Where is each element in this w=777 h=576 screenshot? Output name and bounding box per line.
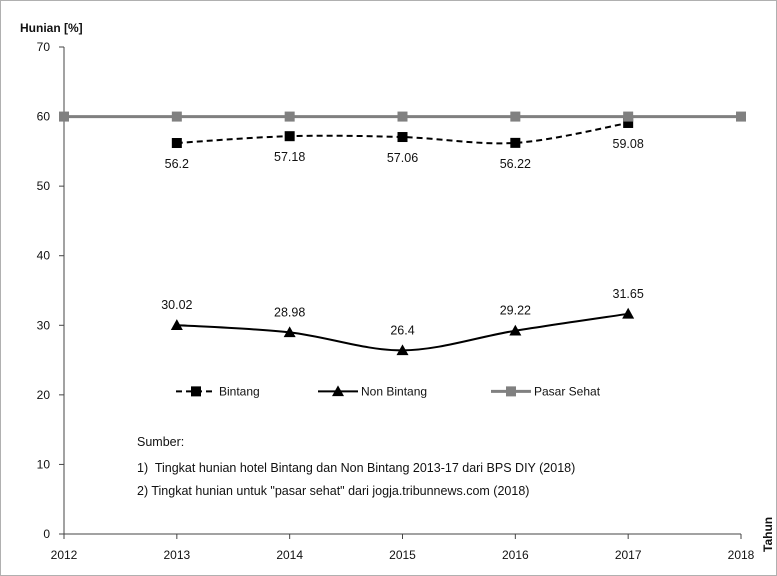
y-tick-label: 70 <box>37 40 51 54</box>
y-tick-label: 0 <box>43 527 50 541</box>
data-point-pasar-sehat <box>284 111 295 122</box>
data-label-non-bintang: 26.4 <box>390 323 414 337</box>
x-tick-label: 2015 <box>389 548 416 562</box>
y-tick-label: 10 <box>37 457 51 471</box>
legend-label-bintang: Bintang <box>219 384 260 398</box>
data-point-bintang <box>623 117 634 128</box>
data-point-non-bintang <box>622 307 635 319</box>
source-note-line: 1) Tingkat hunian hotel Bintang dan Non … <box>137 461 575 475</box>
y-tick-label: 40 <box>37 249 51 263</box>
y-tick-label: 60 <box>37 110 51 124</box>
x-axis-title: Tahun <box>761 517 775 552</box>
x-tick-label: 2016 <box>502 548 529 562</box>
data-point-bintang <box>397 132 408 143</box>
data-point-pasar-sehat <box>59 111 69 122</box>
data-point-non-bintang <box>283 326 296 338</box>
data-point-pasar-sehat <box>397 111 408 122</box>
y-tick-label: 50 <box>37 179 51 193</box>
data-label-bintang: 57.18 <box>274 150 305 164</box>
data-point-non-bintang <box>170 319 183 330</box>
legend-marker-pasar-sehat <box>506 386 516 397</box>
source-note-line: 2) Tingkat hunian untuk "pasar sehat" da… <box>137 484 529 498</box>
legend-label-pasar-sehat: Pasar Sehat <box>534 384 601 398</box>
data-label-non-bintang: 31.65 <box>613 287 644 301</box>
data-point-bintang <box>510 137 521 148</box>
data-point-non-bintang <box>396 344 409 356</box>
data-point-bintang <box>171 138 182 149</box>
data-label-non-bintang: 29.22 <box>500 304 531 318</box>
data-point-pasar-sehat <box>510 111 521 122</box>
data-label-bintang: 59.08 <box>613 137 644 151</box>
x-tick-label: 2018 <box>728 548 755 562</box>
legend-label-non-bintang: Non Bintang <box>361 384 427 398</box>
data-point-pasar-sehat <box>623 111 634 122</box>
data-label-bintang: 56.2 <box>165 157 189 171</box>
data-point-non-bintang <box>509 324 522 336</box>
y-tick-label: 30 <box>37 318 51 332</box>
legend-marker-bintang <box>191 386 201 397</box>
data-label-bintang: 57.06 <box>387 151 418 165</box>
x-tick-label: 2014 <box>276 548 303 562</box>
data-label-non-bintang: 28.98 <box>274 305 305 319</box>
data-point-pasar-sehat <box>736 111 746 122</box>
y-tick-label: 20 <box>37 388 51 402</box>
legend-marker-non-bintang <box>332 385 344 397</box>
x-tick-label: 2013 <box>163 548 190 562</box>
data-point-bintang <box>284 131 295 142</box>
x-tick-label: 2012 <box>51 548 78 562</box>
x-tick-label: 2017 <box>615 548 642 562</box>
data-label-non-bintang: 30.02 <box>161 298 192 312</box>
y-axis-title: Hunian [%] <box>20 21 83 35</box>
data-label-bintang: 56.22 <box>500 157 531 171</box>
data-point-pasar-sehat <box>171 111 182 122</box>
source-note-title: Sumber: <box>137 435 184 449</box>
